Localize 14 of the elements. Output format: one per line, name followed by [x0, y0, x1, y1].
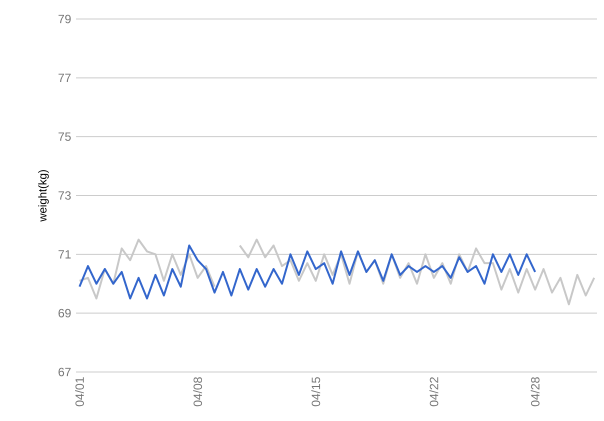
x-tick-label: 04/22	[429, 377, 438, 406]
x-tick-label: 04/08	[193, 377, 202, 406]
y-tick-label: 71	[58, 250, 71, 258]
y-axis-title: weight(kg)	[38, 170, 49, 222]
x-tick-label: 04/15	[311, 377, 320, 406]
line-series	[78, 244, 536, 300]
y-tick-label: 67	[58, 368, 71, 376]
y-tick-label: 75	[58, 132, 71, 141]
x-tick-label: 04/01	[75, 377, 84, 406]
x-tick-label: 04/28	[530, 377, 540, 406]
y-tick-label: 79	[58, 14, 71, 24]
y-tick-label: 73	[58, 191, 71, 200]
y-tick-label: 77	[58, 74, 71, 82]
y-tick-label: 69	[58, 308, 71, 318]
